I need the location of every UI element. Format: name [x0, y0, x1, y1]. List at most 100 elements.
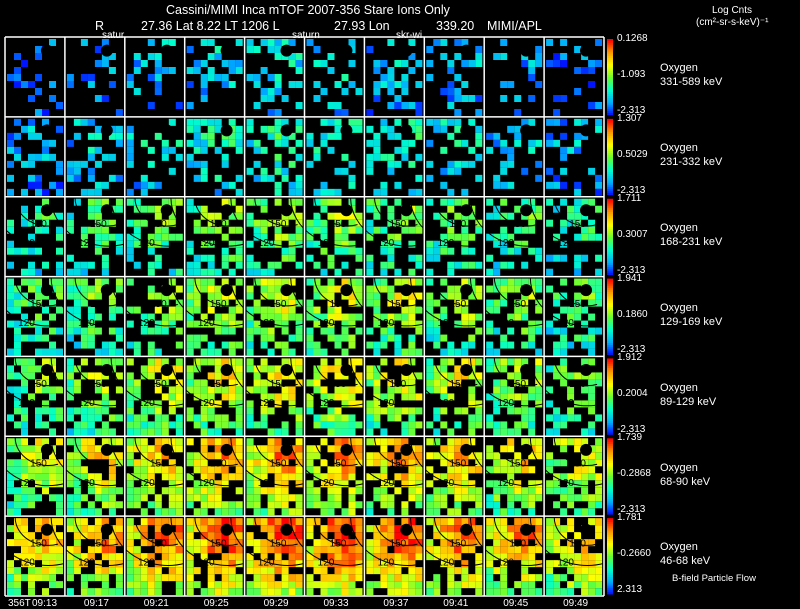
heatmap-cell [295, 581, 303, 589]
heatmap-cell [426, 313, 434, 321]
heatmap-cell [373, 459, 381, 467]
heatmap-cell [468, 247, 476, 255]
heatmap-cell [468, 212, 476, 220]
heatmap-cell [260, 459, 268, 467]
heatmap-cell [168, 39, 176, 46]
heatmap-cell [546, 320, 554, 328]
heatmap-cell [87, 445, 95, 453]
colorbar-r4-segment [607, 428, 613, 431]
heatmap-cell [426, 386, 434, 394]
heatmap-cell [246, 421, 254, 429]
heatmap-cell [408, 320, 416, 328]
heatmap-cell [147, 518, 155, 526]
heatmap-cell [66, 167, 74, 175]
heatmap-cell [380, 445, 388, 453]
heatmap-cell [214, 480, 222, 488]
saturn-disc [160, 284, 173, 297]
heatmap-cell [175, 393, 183, 401]
contour-label-120: 120 [557, 558, 574, 569]
heatmap-cell [80, 341, 88, 349]
heatmap-cell [228, 539, 236, 547]
heatmap-cell [295, 473, 303, 481]
heatmap-cell [553, 139, 561, 147]
heatmap-cell [475, 95, 483, 102]
heatmap-cell [214, 581, 222, 589]
heatmap-cell [355, 518, 363, 526]
heatmap-cell [288, 160, 296, 168]
heatmap-cell [66, 313, 74, 321]
heatmap-cell [387, 525, 395, 533]
heatmap-cell [49, 212, 56, 220]
heatmap-cell [288, 532, 296, 540]
heatmap-cell [28, 358, 35, 366]
heatmap-cell [126, 407, 134, 415]
heatmap-cell [546, 139, 554, 147]
contour-label-120: 120 [437, 238, 454, 249]
heatmap-cell [306, 532, 314, 540]
heatmap-cell [126, 588, 134, 596]
heatmap-cell [207, 518, 215, 526]
colorbar-max-label: 1.781 [617, 512, 643, 524]
heatmap-cell [200, 400, 208, 408]
heatmap-cell [14, 393, 21, 401]
heatmap-cell [260, 508, 268, 516]
heatmap-cell [560, 240, 568, 248]
heatmap-cell [595, 327, 603, 335]
heatmap-cell [42, 226, 49, 234]
heatmap-cell [73, 459, 81, 467]
heatmap-cell [387, 299, 395, 307]
heatmap-cell [193, 261, 201, 269]
heatmap-cell [56, 501, 63, 509]
heatmap-cell [475, 372, 483, 380]
heatmap-cell [7, 560, 14, 568]
heatmap-cell [486, 365, 494, 373]
heatmap-cell [193, 254, 201, 262]
heatmap-cell [73, 487, 81, 495]
heatmap-cell [415, 212, 423, 220]
heatmap-cell [175, 365, 183, 373]
heatmap-cell [348, 428, 356, 436]
heatmap-cell [235, 205, 243, 213]
heatmap-cell [207, 74, 215, 81]
heatmap-cell [49, 327, 56, 335]
heatmap-cell [415, 525, 423, 533]
heatmap-cell [35, 285, 42, 293]
heatmap-cell [193, 334, 201, 342]
heatmap-cell [394, 574, 402, 582]
heatmap-cell [408, 278, 416, 286]
heatmap-cell [281, 53, 289, 60]
heatmap-cell [161, 313, 169, 321]
heatmap-cell [21, 278, 28, 286]
heatmap-cell [73, 501, 81, 509]
colorbar-r4-segment [607, 407, 613, 411]
heatmap-cell [306, 226, 314, 234]
heatmap-cell [235, 501, 243, 509]
heatmap-cell [581, 480, 589, 488]
heatmap-cell [126, 306, 134, 314]
contour-label-150: 150 [390, 299, 407, 310]
colorbar-r6-segment [607, 592, 613, 595]
heatmap-cell [514, 95, 522, 102]
heatmap-cell [454, 407, 462, 415]
heatmap-cell [193, 494, 201, 502]
heatmap-cell [433, 299, 441, 307]
heatmap-cell [574, 188, 582, 196]
heatmap-cell [426, 268, 434, 276]
heatmap-cell [588, 560, 596, 568]
panel-r0-c8 [493, 39, 543, 116]
heatmap-cell [415, 567, 423, 575]
heatmap-cell [380, 261, 388, 269]
heatmap-cell [186, 473, 194, 481]
heatmap-cell [80, 525, 88, 533]
heatmap-cell [373, 198, 381, 206]
heatmap-cell [101, 539, 109, 547]
heatmap-cell [295, 466, 303, 474]
heatmap-cell [94, 508, 102, 516]
saturn-disc [40, 523, 53, 536]
heatmap-cell [246, 560, 254, 568]
heatmap-cell [87, 414, 95, 422]
colorbar-r1-segment [607, 124, 613, 127]
heatmap-cell [560, 334, 568, 342]
heatmap-cell [260, 421, 268, 429]
